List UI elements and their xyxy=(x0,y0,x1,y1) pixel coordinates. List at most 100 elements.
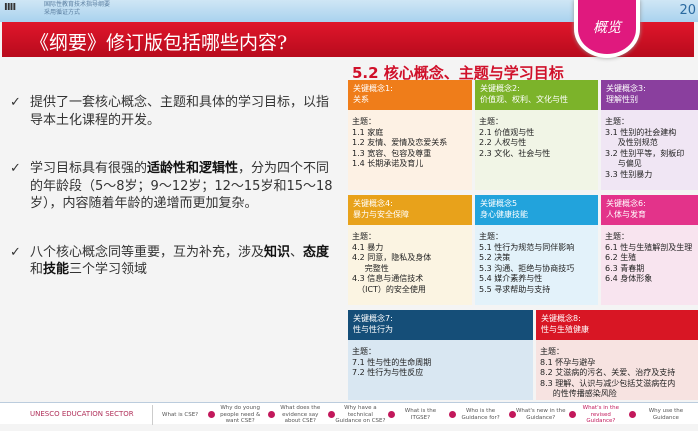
concept-header: 关键概念8: 性与生殖健康 xyxy=(536,310,698,340)
topic-list: 主题： 1.1 家庭 1.2 友情、爱情及恋爱关系 1.3 宽容、包容及尊重 1.4 长… xyxy=(348,110,472,177)
bullet-text: 态度 xyxy=(303,244,330,260)
concept-header: 关键概念6: 人体与发育 xyxy=(601,195,698,225)
sector-label: UNESCO EDUCATION SECTOR xyxy=(30,410,134,418)
nav-label: What is the ITGSE? xyxy=(404,408,437,421)
concept-header-line: 关键概念6: xyxy=(606,199,646,208)
bullet-item: ✓ 学习目标具有很强的适龄性和逻辑性，分为四个不同的年龄段（5～8岁；9～12岁；… xyxy=(8,160,338,213)
topic-list: 主题： 3.1 性别的社会建构 及性别规范 3.2 性别平等，刻板印 与偏见 3.3 … xyxy=(601,110,698,187)
topic-item: 8.2 艾滋病的污名、关爱、治疗及支持 xyxy=(540,368,676,377)
topic-item: 主题： xyxy=(605,232,629,241)
footer-nav-item[interactable]: What is the ITGSE? xyxy=(395,405,456,425)
nav-dot-icon xyxy=(328,411,336,419)
nav-dot-icon xyxy=(448,411,456,419)
footer-nav-item[interactable]: What does the evidence say about CSE? xyxy=(275,405,336,425)
footer-nav-item[interactable]: Who is the Guidance for? xyxy=(456,405,516,425)
bullet-text: 适龄性和逻辑性 xyxy=(147,161,239,176)
nav-label: What does the evidence say about CSE? xyxy=(280,405,321,424)
topic-item: 主题： xyxy=(479,232,503,241)
nav-label: Why have a technical Guidance on CSE? xyxy=(335,405,386,424)
subtitle-line: 采用循证方式 xyxy=(44,9,81,16)
topic-item: 4.3 信息与通信技术 xyxy=(352,274,424,283)
topic-item: 8.1 怀孕与避孕 xyxy=(540,357,596,367)
concept-card-5: 关键概念5 身心健康技能主题： 5.1 性行为规范与同伴影响 5.2 决策 5.3 沟通… xyxy=(475,195,598,305)
nav-dot-icon xyxy=(388,411,396,419)
footer-nav-item[interactable]: What's new in the Guidance? xyxy=(516,405,576,425)
topic-item: 6.2 生殖 xyxy=(605,253,637,262)
nav-dot-icon xyxy=(208,411,216,419)
concept-header-line: 身心健康技能 xyxy=(480,210,528,219)
topic-list: 主题： 7.1 性与性的生命周期 7.2 性行为与性反应 xyxy=(348,340,533,386)
topic-item: 5.1 性行为规范与同伴影响 xyxy=(479,242,575,252)
topic-item: 3.2 性别平等，刻板印 xyxy=(605,148,685,158)
nav-label: What's new in the Guidance? xyxy=(515,408,566,421)
topic-item: 6.4 身体形象 xyxy=(605,274,653,283)
concept-card-3: 关键概念3: 理解性别主题： 3.1 性别的社会建构 及性别规范 3.2 性别平等，刻… xyxy=(601,80,698,190)
footer-nav-item[interactable]: Why use the Guidance xyxy=(636,405,696,425)
concept-header-line: 关系 xyxy=(353,95,369,104)
page-title: 《纲要》修订版包括哪些内容? xyxy=(30,32,288,54)
check-icon: ✓ xyxy=(10,161,21,176)
nav-dot-icon xyxy=(508,411,516,419)
topic-list: 主题： 2.1 价值观与性 2.2 人权与性 2.3 文化、社会与性 xyxy=(475,110,598,166)
concept-header: 关键概念4: 暴力与安全保障 xyxy=(348,195,472,225)
footer-nav-item[interactable]: Why do young people need & want CSE? xyxy=(215,405,276,425)
topic-list: 主题： 4.1 暴力 4.2 同意，隐私及身体 完整性 4.3 信息与通信技术 （IC… xyxy=(348,225,472,302)
nav-label: What's in the revised Guidance? xyxy=(582,405,619,424)
topic-item: 主题： xyxy=(352,117,376,126)
concept-card-4: 关键概念4: 暴力与安全保障 主题： 4.1 暴力 4.2 同意，隐私及身体 完整性 4.… xyxy=(348,195,472,305)
bullet-text: 提供了一套核心概念、主题和具体的学习目标，以指导本土化课程的开发。 xyxy=(30,95,330,128)
topic-item: 1.1 家庭 xyxy=(352,127,384,137)
bullet-text: 、 xyxy=(290,244,304,260)
bullet-text: 学习目标具有很强的 xyxy=(30,161,148,176)
bullet-text: 技能 xyxy=(43,262,70,277)
concept-card-6: 关键概念6: 人体与发育主题： 6.1 性与生殖解剖及生理 6.2 生殖 6.3 青春期… xyxy=(601,195,698,305)
topic-item: 主题： xyxy=(352,232,376,241)
footer-nav-item[interactable]: What's in the revised Guidance? xyxy=(576,405,636,425)
overview-badge: 概览 xyxy=(574,0,640,58)
concept-header-line: 关键概念3: xyxy=(606,84,646,93)
footer-nav-item[interactable]: What is CSE? xyxy=(155,405,216,425)
check-icon: ✓ xyxy=(10,95,21,110)
topic-item: 4.2 同意，隐私及身体 xyxy=(352,253,432,262)
topic-item: 主题： xyxy=(352,347,376,356)
footer-nav: UNESCO EDUCATION SECTOR What is CSE? Why … xyxy=(0,402,698,425)
bullet-text: 知识 xyxy=(264,244,291,260)
topic-item: （ICT）的安全使用 xyxy=(352,284,426,294)
topic-list: 主题： 8.1 怀孕与避孕 8.2 艾滋病的污名、关爱、治疗及支持 8.3 理解、认识… xyxy=(536,340,698,407)
concept-card-2: 关键概念2: 价值观、权利、文化与性 主题： 2.1 价值观与性 2.2 人权与性 2.3… xyxy=(475,80,598,190)
topic-item: 主题： xyxy=(479,117,503,126)
nav-dot-icon xyxy=(568,411,576,419)
top-strip: ⅡⅡ 国际性教育技术指导纲要 采用循证方式 20 xyxy=(0,0,698,22)
topic-item: 6.1 性与生殖解剖及生理 xyxy=(605,242,693,252)
topic-item: 主题： xyxy=(605,117,629,126)
nav-label: Why use the Guidance xyxy=(648,408,684,421)
topic-item: 2.3 文化、社会与性 xyxy=(479,148,551,158)
concept-card-8: 关键概念8: 性与生殖健康主题： 8.1 怀孕与避孕 8.2 艾滋病的污名、关爱、治疗… xyxy=(536,310,698,400)
nav-dot-icon xyxy=(268,411,276,419)
topic-item: 5.2 决策 xyxy=(479,253,511,262)
section-title: 5.2 核心概念、主题与学习目标 xyxy=(352,64,564,82)
topic-list: 主题： 6.1 性与生殖解剖及生理 6.2 生殖 6.3 青春期 6.4 身体形象 xyxy=(601,225,698,292)
nav-label: Why do young people need & want CSE? xyxy=(220,405,261,424)
check-icon: ✓ xyxy=(10,244,21,260)
topic-item: 主题： xyxy=(540,347,564,356)
topic-item: 与偏见 xyxy=(605,159,642,168)
concept-header-line: 人体与发育 xyxy=(606,210,646,219)
topic-item: 1.4 长期承诺及育儿 xyxy=(352,159,424,168)
bullet-text: 和 xyxy=(30,262,44,277)
bullet-item: ✓ 八个核心概念同等重要，互为补充，涉及知识、态度和技能三个学习领域 xyxy=(8,244,338,279)
concept-header-line: 暴力与安全保障 xyxy=(353,210,409,219)
year: 20 xyxy=(679,3,696,18)
bullet-item: ✓ 提供了一套核心概念、主题和具体的学习目标，以指导本土化课程的开发。 xyxy=(8,94,338,129)
footer-nav-item[interactable]: Why have a technical Guidance on CSE? xyxy=(335,405,396,425)
concept-header-line: 性与生殖健康 xyxy=(541,325,589,334)
nav-dot-icon xyxy=(628,411,636,419)
topic-item: 5.5 寻求帮助与支持 xyxy=(479,284,551,294)
topic-item: 7.1 性与性的生命周期 xyxy=(352,357,432,367)
concept-header-line: 理解性别 xyxy=(606,95,638,104)
topic-item: 及性别规范 xyxy=(605,138,658,147)
topic-item: 5.3 沟通、拒绝与协商技巧 xyxy=(479,263,575,273)
topic-item: 1.2 友情、爱情及恋爱关系 xyxy=(352,138,448,147)
concept-header: 关键概念5 身心健康技能 xyxy=(475,195,598,225)
topic-item: 5.4 媒介素养与性 xyxy=(479,274,543,283)
